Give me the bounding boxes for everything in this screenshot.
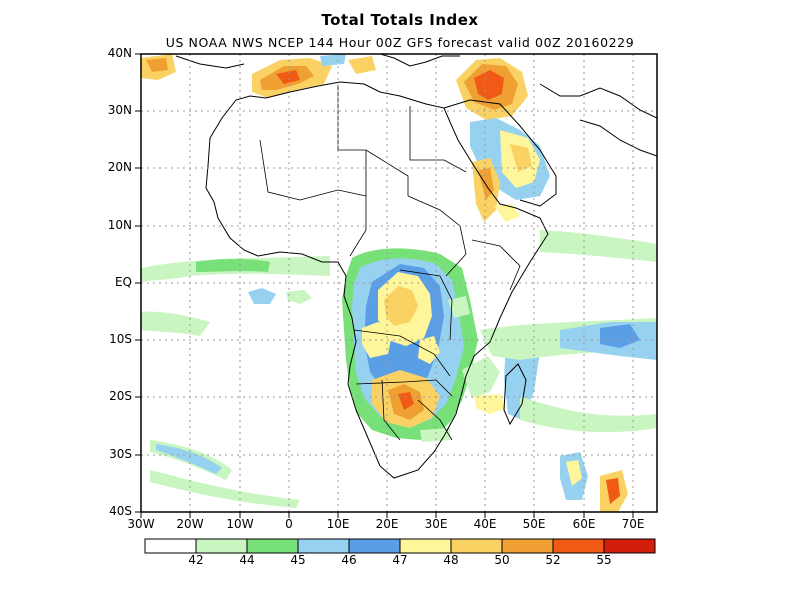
colorbar-label: 48 xyxy=(443,553,459,567)
lat-label: 30S xyxy=(109,447,132,461)
axis-ticks xyxy=(135,53,634,518)
graticule xyxy=(141,54,657,512)
colorbar-label: 52 xyxy=(545,553,561,567)
colorbar-label: 47 xyxy=(392,553,408,567)
lat-label: EQ xyxy=(114,275,132,289)
lon-label: 40E xyxy=(473,517,497,531)
colorbar-swatch xyxy=(603,538,656,554)
colorbar-label: 55 xyxy=(596,553,612,567)
colorbar-swatch xyxy=(144,538,197,554)
lon-label: 60E xyxy=(572,517,596,531)
lon-label: 0 xyxy=(285,517,293,531)
lon-label: 20E xyxy=(375,517,399,531)
colorbar-label: 46 xyxy=(341,553,357,567)
lon-label: 30W xyxy=(127,517,155,531)
colorbar-swatch xyxy=(297,538,350,554)
lat-label: 10S xyxy=(109,332,132,346)
lat-label: 30N xyxy=(107,103,132,117)
lat-label: 10N xyxy=(107,218,132,232)
colorbar-label: 44 xyxy=(239,553,255,567)
lat-label: 20S xyxy=(109,389,132,403)
map-subtitle: US NOAA NWS NCEP 144 Hour 00Z GFS foreca… xyxy=(165,35,635,50)
shaded-index-field xyxy=(141,54,657,512)
map-frame xyxy=(140,53,658,513)
lon-label: 50E xyxy=(522,517,546,531)
colorbar-swatch xyxy=(501,538,554,554)
coastlines xyxy=(175,54,657,479)
colorbar-swatch xyxy=(348,538,401,554)
lon-label: 70E xyxy=(621,517,645,531)
colorbar-label: 45 xyxy=(290,553,306,567)
colorbar-swatch xyxy=(399,538,452,554)
colorbar-swatch xyxy=(450,538,503,554)
map-title: Total Totals Index xyxy=(321,11,479,29)
lon-label: 10E xyxy=(326,517,350,531)
colorbar xyxy=(144,538,656,554)
colorbar-swatch xyxy=(195,538,248,554)
colorbar-swatch xyxy=(246,538,299,554)
colorbar-label: 42 xyxy=(188,553,204,567)
lat-label: 20N xyxy=(107,160,132,174)
lon-label: 30E xyxy=(424,517,448,531)
colorbar-swatch xyxy=(552,538,605,554)
colorbar-label: 50 xyxy=(494,553,510,567)
lon-label: 10W xyxy=(226,517,254,531)
lon-label: 20W xyxy=(176,517,204,531)
lat-label: 40N xyxy=(107,46,132,60)
lat-label: 40S xyxy=(109,504,132,518)
